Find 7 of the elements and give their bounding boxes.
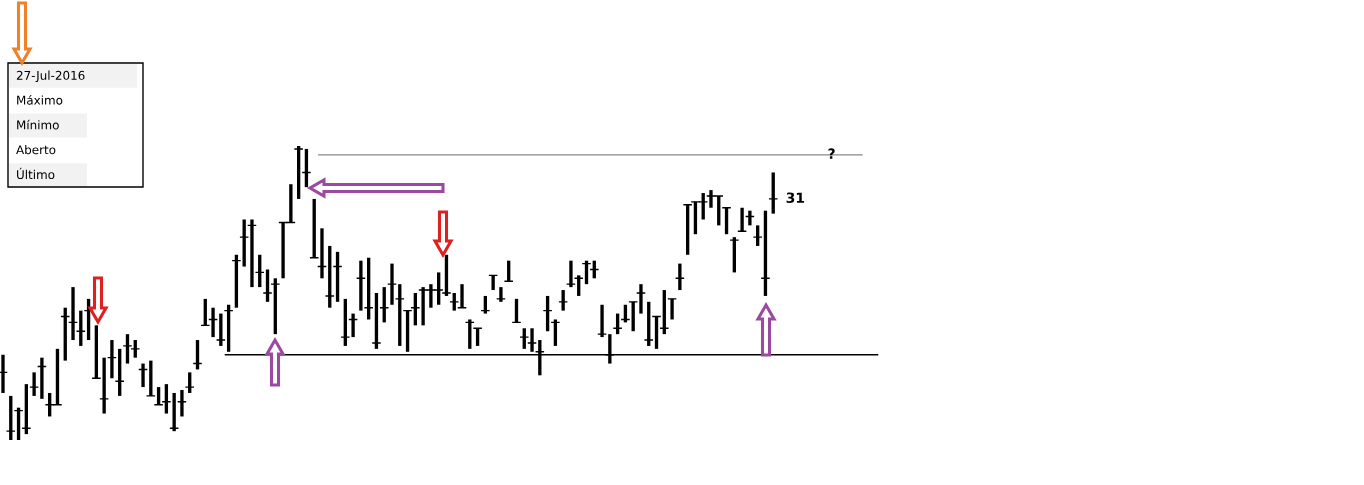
ref-line-label: ?: [828, 148, 835, 159]
text: 27-Jul-2016: [16, 70, 85, 83]
text: 31: [786, 192, 805, 203]
text: Mínimo: [17, 119, 59, 130]
text: Máximo: [17, 94, 63, 105]
annotation: Aberto: [16, 145, 56, 155]
annotation: Último: [17, 167, 55, 180]
